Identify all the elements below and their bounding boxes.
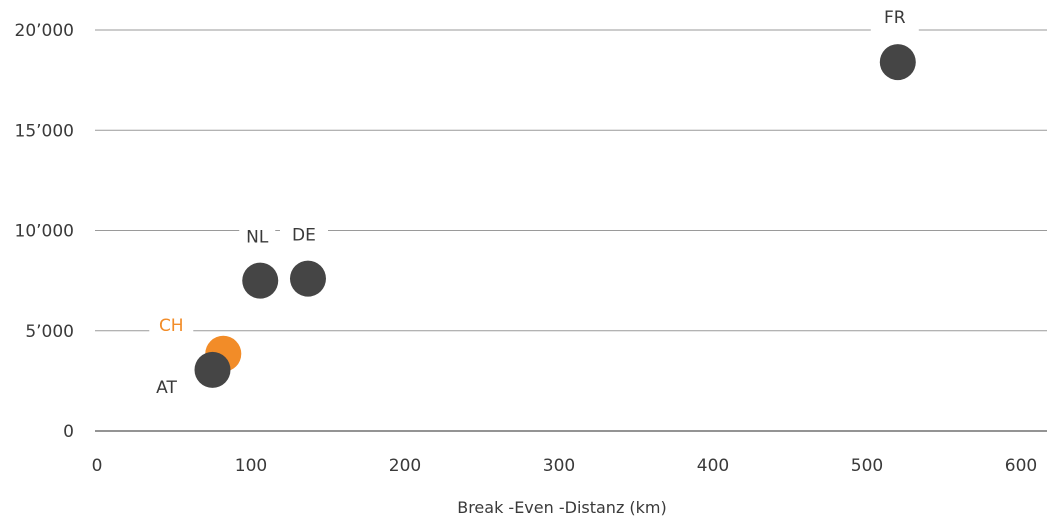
x-tick-label: 600 <box>1005 456 1037 476</box>
x-tick-label: 200 <box>389 456 421 476</box>
x-tick-label: 300 <box>543 456 575 476</box>
data-point-at <box>194 351 231 388</box>
data-point-nl <box>242 262 279 299</box>
point-label-de: DE <box>292 226 316 246</box>
point-labels: FR DE NL CH AT <box>149 7 919 398</box>
y-tick-label: 10’000 <box>15 222 74 242</box>
data-point-fr <box>879 44 916 81</box>
x-tick-label: 100 <box>235 456 267 476</box>
x-axis-title: Break -Even -Distanz (km) <box>457 498 667 517</box>
data-points <box>194 44 916 388</box>
y-axis-ticks: 0 5’000 10’000 15’000 20’000 <box>15 21 74 442</box>
y-tick-label: 15’000 <box>15 121 74 141</box>
x-axis-ticks: 0 100 200 300 400 500 600 <box>92 456 1038 476</box>
x-tick-label: 0 <box>92 456 103 476</box>
y-tick-label: 5’000 <box>25 322 74 342</box>
x-tick-label: 500 <box>851 456 883 476</box>
point-label-fr: FR <box>884 8 906 28</box>
point-label-ch: CH <box>159 316 184 336</box>
point-label-nl: NL <box>246 228 269 248</box>
label-background <box>149 314 194 339</box>
label-background <box>279 224 328 249</box>
data-point-de <box>289 260 326 297</box>
label-background <box>870 7 919 32</box>
y-tick-label: 0 <box>63 422 74 442</box>
point-label-at: AT <box>156 378 177 398</box>
x-tick-label: 400 <box>697 456 729 476</box>
y-tick-label: 20’000 <box>15 21 74 41</box>
label-background <box>239 226 276 251</box>
